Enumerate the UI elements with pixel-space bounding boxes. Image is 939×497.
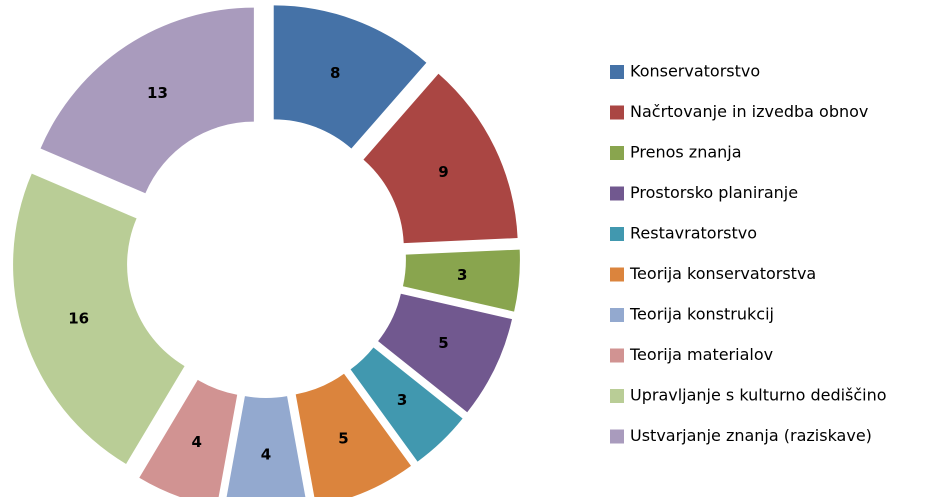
- slice: [13, 173, 185, 464]
- slice: [139, 379, 238, 497]
- legend-swatch: [610, 267, 624, 282]
- legend-label: Restavratorstvo: [630, 224, 757, 243]
- data-label: 8: [330, 64, 340, 82]
- slice: [273, 5, 427, 149]
- data-label: 4: [261, 446, 271, 464]
- data-label: 5: [438, 334, 448, 352]
- legend-swatch: [610, 308, 624, 322]
- slice: [363, 73, 518, 244]
- data-label: 13: [147, 84, 168, 102]
- legend-label: Načrtovanje in izvedba obnov: [630, 102, 868, 121]
- slice: [350, 347, 463, 462]
- legend-label: Ustvarjanje znanja (raziskave): [630, 426, 872, 445]
- slice: [40, 7, 254, 194]
- data-label: 9: [438, 163, 448, 181]
- slice: [226, 396, 306, 497]
- legend-swatch: [610, 389, 624, 403]
- legend-label: Konservatorstvo: [630, 62, 760, 81]
- slice: [295, 373, 412, 497]
- legend-label: Prostorsko planiranje: [630, 183, 798, 202]
- legend-label: Teorija konstrukcij: [629, 305, 774, 324]
- legend-label: Prenos znanja: [630, 143, 742, 162]
- slice: [378, 293, 513, 413]
- legend-label: Teorija materialov: [629, 345, 773, 364]
- data-label: 16: [68, 309, 89, 327]
- legend-label: Upravljanje s kulturno dediščino: [630, 386, 887, 405]
- data-label: 3: [457, 266, 467, 284]
- legend-swatch: [610, 227, 624, 241]
- legend-swatch: [610, 146, 624, 160]
- slice: [402, 249, 520, 312]
- data-label: 5: [338, 430, 348, 448]
- legend-swatch: [610, 348, 624, 363]
- data-label: 3: [397, 391, 407, 409]
- legend-swatch: [610, 186, 624, 201]
- data-label: 4: [192, 433, 202, 451]
- legend-label: Teorija konservatorstva: [629, 264, 816, 283]
- legend-swatch: [610, 429, 624, 444]
- legend-swatch: [610, 105, 624, 120]
- legend-swatch: [610, 65, 624, 79]
